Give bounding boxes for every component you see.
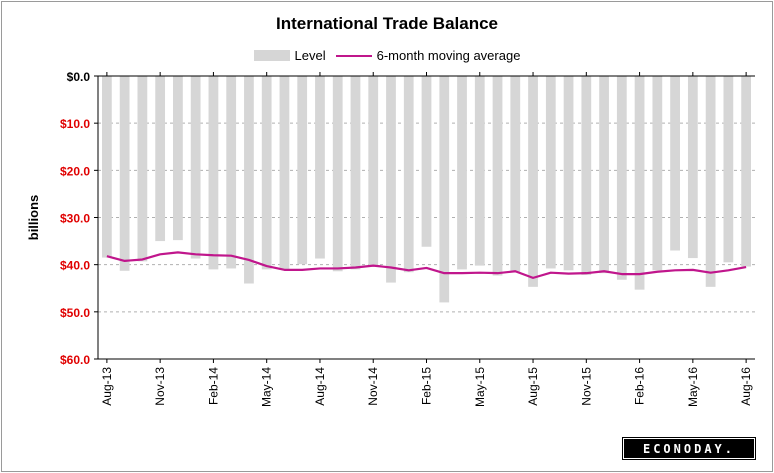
- bar-level: [137, 76, 148, 262]
- x-tick-label: Aug-16: [739, 367, 753, 406]
- x-tick-label: Aug-15: [526, 367, 540, 406]
- bar-level: [101, 76, 112, 258]
- bar-level: [563, 76, 574, 271]
- legend-label-level: Level: [294, 48, 326, 63]
- bar-level: [315, 76, 325, 259]
- y-tick-label: $60.0: [60, 353, 90, 367]
- bar-level: [492, 76, 503, 276]
- y-tick-label: $30.0: [60, 212, 90, 226]
- x-tick-label: Feb-16: [633, 367, 647, 405]
- x-tick-label: Aug-13: [100, 367, 114, 406]
- x-tick-label: Feb-15: [420, 367, 434, 405]
- bar-level: [439, 76, 450, 303]
- bar-level: [670, 76, 680, 251]
- x-tick-label: Feb-14: [206, 367, 220, 405]
- bar-level: [350, 76, 361, 270]
- bar-level: [634, 76, 645, 290]
- x-tick-label: Aug-14: [313, 367, 327, 406]
- bar-level: [226, 76, 237, 269]
- legend-swatch-moving-average: [335, 54, 372, 57]
- bar-level: [474, 76, 485, 266]
- x-tick-label: Nov-13: [153, 367, 167, 406]
- bar-level: [386, 76, 396, 283]
- line-moving-average: [106, 251, 747, 279]
- y-axis-label: billions: [26, 195, 41, 241]
- econoday-logo: ECONODAY.: [622, 437, 756, 460]
- bar-level: [545, 76, 556, 269]
- bar-level: [421, 76, 432, 247]
- x-tick-label: May-14: [260, 367, 274, 407]
- bar-level: [368, 76, 379, 267]
- bar-level: [173, 76, 183, 241]
- y-tick-label: $40.0: [60, 259, 90, 273]
- bar-level: [190, 76, 201, 259]
- legend-swatch-level: [253, 50, 290, 61]
- bar-level: [705, 76, 716, 287]
- y-tick-label: $0.0: [67, 70, 91, 84]
- x-tick-label: May-16: [686, 367, 700, 407]
- bar-level: [723, 76, 734, 263]
- bar-level: [652, 76, 663, 271]
- bar-level: [528, 76, 538, 287]
- bar-level: [616, 76, 627, 280]
- y-tick-label: $10.0: [60, 117, 90, 131]
- x-tick-label: Nov-14: [366, 367, 380, 406]
- x-tick-label: Nov-15: [579, 367, 593, 406]
- chart-legend: Level 6-month moving average: [0, 48, 774, 63]
- bar-level: [208, 76, 219, 270]
- y-tick-label: $20.0: [60, 164, 90, 178]
- bar-level: [687, 76, 698, 259]
- bar-level: [244, 76, 254, 284]
- y-tick-label: $50.0: [60, 306, 90, 320]
- bar-level: [297, 76, 308, 265]
- legend-label-moving-average: 6-month moving average: [376, 48, 521, 63]
- bar-level: [599, 76, 609, 274]
- bar-level: [119, 76, 130, 271]
- bar-level: [510, 76, 521, 272]
- bar-level: [155, 76, 166, 242]
- chart-title: International Trade Balance: [275, 14, 498, 33]
- bar-level: [741, 76, 752, 267]
- bar-level: [457, 76, 467, 270]
- bar-level: [261, 76, 272, 270]
- bar-level: [403, 76, 414, 273]
- bar-level: [332, 76, 343, 272]
- bar-level: [279, 76, 290, 269]
- bar-level: [581, 76, 592, 276]
- x-tick-label: May-15: [473, 367, 487, 407]
